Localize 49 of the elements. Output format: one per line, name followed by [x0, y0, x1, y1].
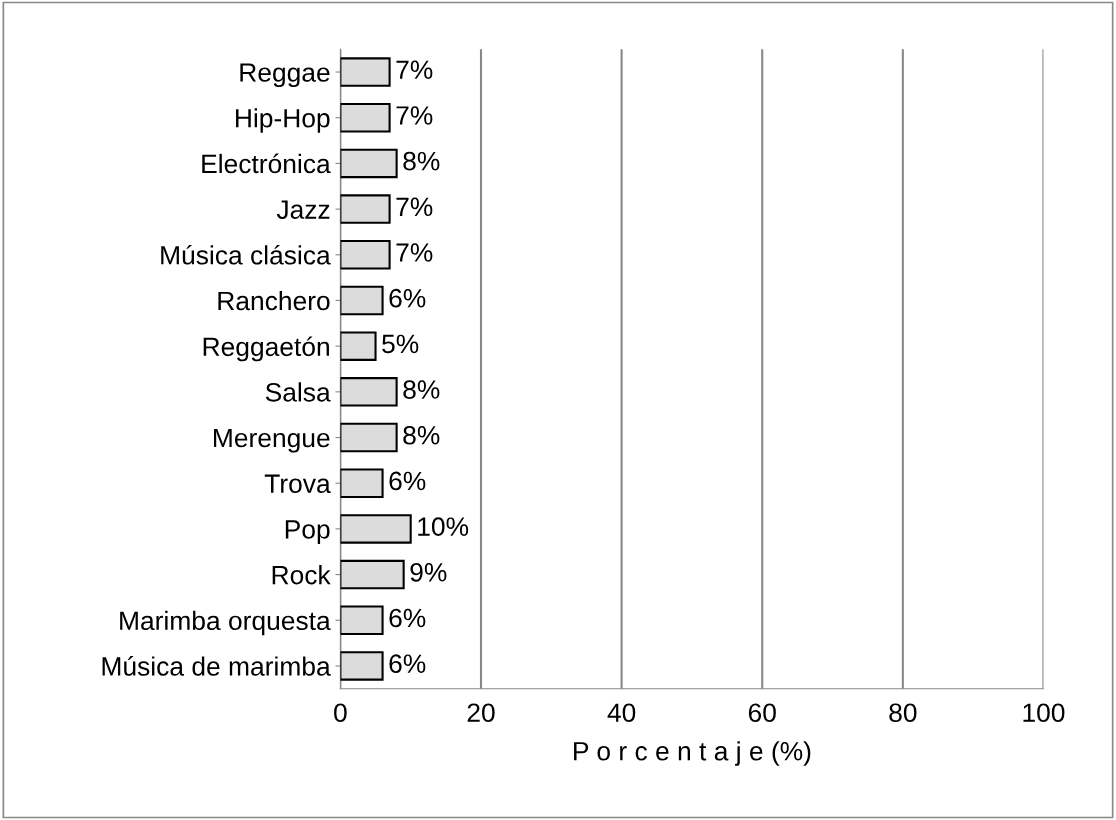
bar: [340, 468, 384, 498]
data-label: 6%: [389, 608, 426, 628]
bar: [340, 285, 384, 316]
bar: [340, 102, 391, 133]
data-label: 6%: [389, 471, 426, 491]
y-tick-label: Electrónica: [202, 153, 331, 174]
bar: [340, 194, 391, 224]
data-label: 6%: [389, 288, 426, 308]
data-label: 7%: [396, 60, 433, 80]
x-tick-label: 60: [748, 703, 776, 723]
x-axis-title: P o r c e n t a j e (%): [574, 741, 811, 766]
data-label: 7%: [396, 243, 433, 262]
x-tick-label: 40: [607, 703, 636, 723]
x-tick-label: 80: [889, 703, 917, 723]
x-tick-label: 100: [1023, 703, 1065, 723]
data-label: 8%: [403, 380, 440, 399]
y-tick-label: Música de marimba: [102, 656, 331, 676]
y-tick-label: Hip-Hop: [236, 108, 330, 133]
y-tick-label: Reggae: [240, 63, 330, 88]
y-tick-label: Reggaetón: [203, 336, 329, 362]
x-tick-label: 20: [467, 703, 495, 723]
bar: [340, 240, 391, 270]
data-label: 7%: [396, 106, 433, 125]
bar: [340, 422, 398, 453]
x-tick-label: 0: [334, 703, 347, 723]
data-label: 10%: [418, 517, 469, 536]
data-label: 9%: [410, 562, 447, 582]
y-tick-label: Rock: [272, 565, 331, 585]
bar: [340, 331, 377, 361]
y-tick-label: Música clásica: [161, 244, 331, 265]
bar: [340, 148, 398, 179]
y-tick-label: Jazz: [276, 200, 330, 219]
bar: [340, 514, 412, 544]
bar: [340, 57, 391, 87]
y-tick-label: Pop: [285, 520, 330, 544]
bar: [340, 377, 398, 407]
y-tick-label: Marimba orquesta: [120, 610, 331, 636]
y-tick-label: Salsa: [265, 382, 331, 402]
data-label: 7%: [396, 197, 433, 217]
bar: [340, 605, 384, 636]
data-label: 8%: [403, 425, 440, 445]
y-tick-label: Ranchero: [218, 290, 330, 311]
data-label: 6%: [389, 654, 426, 674]
data-label: 5%: [382, 334, 419, 354]
y-tick-label: Merengue: [214, 428, 330, 453]
bar: [340, 559, 405, 590]
bar: [340, 651, 384, 681]
data-label: 8%: [403, 151, 440, 171]
y-tick-label: Trova: [264, 474, 331, 494]
